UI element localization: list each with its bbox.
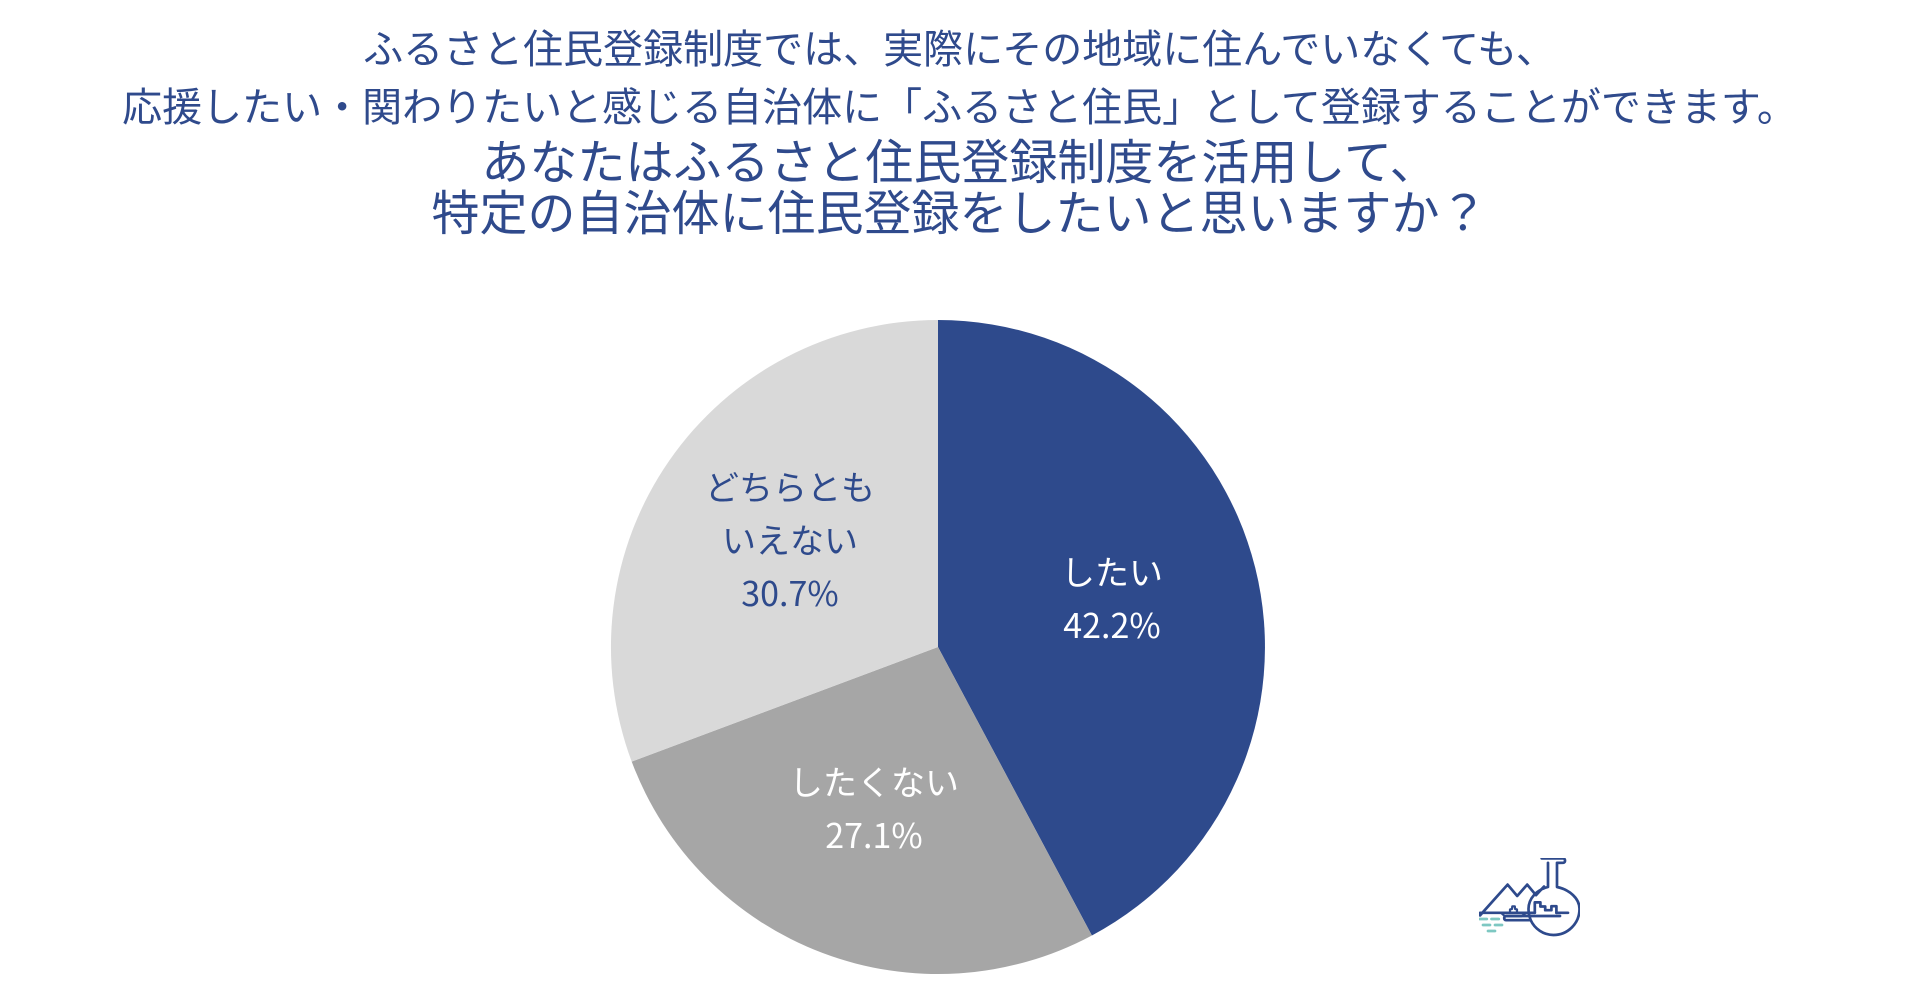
svg-text:30.7%: 30.7%: [741, 567, 838, 616]
svg-text:どちらとも: どちらとも: [705, 461, 875, 510]
svg-text:いえない: いえない: [722, 514, 858, 563]
svg-text:したくない: したくない: [789, 756, 959, 805]
svg-text:27.1%: 27.1%: [825, 809, 922, 858]
svg-text:42.2%: 42.2%: [1063, 599, 1160, 648]
svg-text:したい: したい: [1061, 546, 1163, 595]
